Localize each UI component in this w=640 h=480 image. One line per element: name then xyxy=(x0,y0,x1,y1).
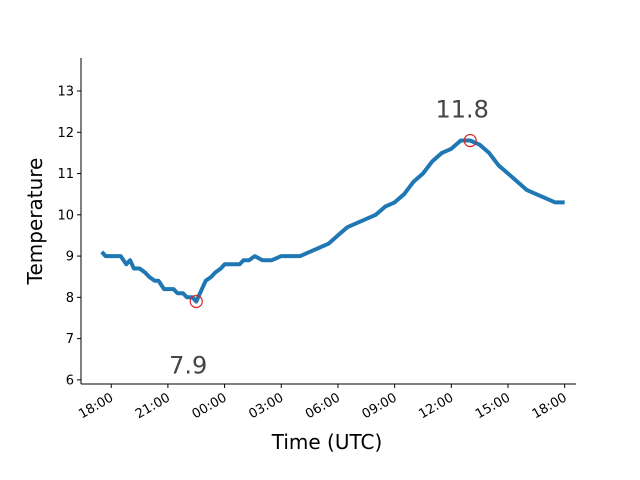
y-tick-label: 11 xyxy=(57,167,74,182)
y-axis-title: Temperature xyxy=(23,158,47,286)
y-tick-label: 13 xyxy=(57,85,74,100)
x-tick-label: 03:00 xyxy=(246,390,286,422)
annotation-layer: 7.9 11.8 xyxy=(169,96,489,380)
y-tick-label: 8 xyxy=(66,291,74,306)
x-tick-label: 18:00 xyxy=(530,390,570,422)
y-tick-label: 7 xyxy=(66,332,74,347)
x-tick-label: 09:00 xyxy=(360,390,400,422)
y-tick-label: 10 xyxy=(57,208,74,223)
series-layer xyxy=(100,138,565,304)
x-tick-label: 06:00 xyxy=(303,390,343,422)
y-tick-label: 12 xyxy=(57,126,74,141)
axes: 6 7 8 9 10 11 12 13 18:00 21:00 00:00 03:00 06:00 09:… xyxy=(57,58,576,422)
x-tick-label: 21:00 xyxy=(133,390,173,422)
x-tick-label: 12:00 xyxy=(416,390,456,422)
x-tick-label: 15:00 xyxy=(473,390,513,422)
y-tick-label: 6 xyxy=(66,373,74,388)
x-axis-title: Time (UTC) xyxy=(271,430,383,454)
temperature-line xyxy=(100,138,565,304)
marker-layer xyxy=(189,133,477,309)
extreme-value-label: 11.8 xyxy=(435,96,488,124)
extreme-marker xyxy=(463,133,477,148)
x-tick-label: 00:00 xyxy=(190,390,230,422)
extreme-value-label: 7.9 xyxy=(169,351,207,379)
x-tick-label: 18:00 xyxy=(76,390,116,422)
extreme-marker xyxy=(189,294,203,309)
y-tick-label: 9 xyxy=(66,250,74,265)
